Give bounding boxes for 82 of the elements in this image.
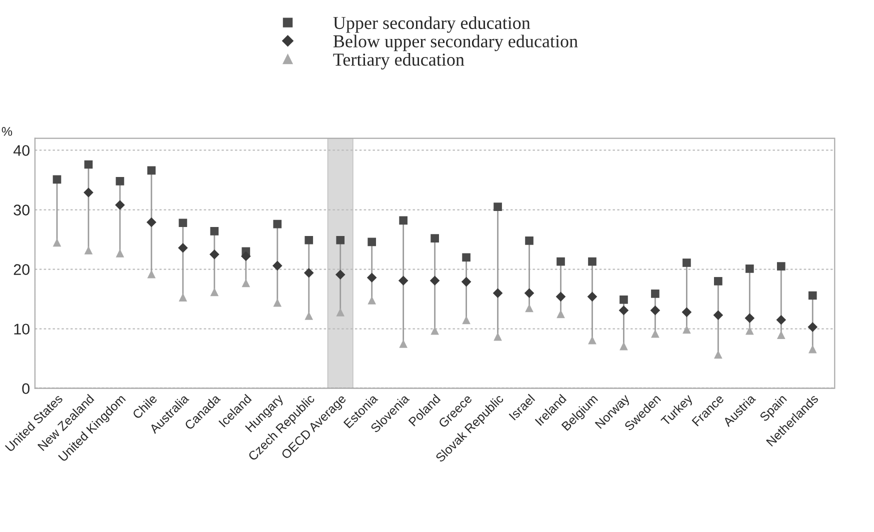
point (776, 262, 786, 270)
legend-label: Below upper secondary education (333, 34, 578, 52)
point (273, 220, 282, 228)
point (587, 292, 598, 302)
point (808, 322, 818, 332)
point (776, 330, 786, 339)
point (368, 238, 376, 246)
point (399, 340, 408, 348)
y-tick-label: 10 (14, 324, 30, 335)
point (336, 236, 345, 244)
point (115, 200, 125, 210)
point (556, 257, 565, 266)
point (430, 234, 439, 243)
point (84, 188, 94, 198)
point (588, 257, 596, 266)
point (116, 177, 124, 186)
point (556, 310, 565, 318)
point (462, 253, 470, 262)
point (651, 290, 660, 298)
point (494, 202, 502, 211)
y-axis-title: % (2, 127, 12, 136)
point (525, 236, 534, 245)
point (714, 277, 722, 286)
point (620, 342, 628, 350)
point (682, 325, 691, 334)
point (240, 251, 251, 262)
point (272, 260, 282, 271)
point (776, 314, 786, 325)
point (650, 305, 660, 316)
point (399, 216, 408, 225)
point (178, 242, 188, 253)
point (84, 246, 93, 254)
point (588, 336, 596, 344)
point (744, 313, 755, 324)
point (682, 307, 692, 318)
point (556, 292, 566, 302)
point (430, 326, 439, 335)
point (398, 276, 408, 286)
point (745, 326, 754, 335)
point (524, 288, 534, 298)
point (713, 310, 724, 320)
y-tick-label: 20 (14, 264, 30, 275)
point (335, 270, 346, 280)
point (336, 308, 345, 316)
point (147, 270, 156, 278)
legend-label: Upper secondary education (333, 16, 530, 33)
point (210, 250, 220, 260)
point (462, 316, 470, 324)
point (492, 288, 503, 298)
point (304, 236, 314, 244)
y-tick-label: 0 (22, 383, 30, 394)
point (808, 344, 817, 354)
point (273, 298, 282, 307)
point (116, 249, 124, 258)
point (366, 272, 377, 283)
point (52, 175, 62, 184)
point (147, 166, 156, 175)
point (618, 305, 629, 316)
point (368, 296, 376, 304)
point (84, 160, 93, 169)
point (620, 295, 628, 304)
point (304, 312, 314, 320)
point (525, 304, 534, 312)
point (430, 276, 440, 286)
legend-label: Tertiary education (333, 53, 464, 70)
point (745, 264, 754, 273)
point (178, 293, 188, 302)
y-tick-label: 30 (14, 204, 30, 216)
point (52, 238, 62, 247)
point (146, 217, 156, 228)
point (461, 276, 472, 287)
point (242, 278, 250, 288)
y-tick-label: 40 (13, 145, 30, 156)
point (494, 332, 502, 341)
point (304, 268, 314, 278)
point (210, 288, 219, 296)
point (651, 329, 660, 338)
point (808, 291, 817, 300)
point (178, 218, 188, 228)
point (682, 258, 691, 267)
point (714, 350, 722, 359)
point (210, 227, 219, 236)
